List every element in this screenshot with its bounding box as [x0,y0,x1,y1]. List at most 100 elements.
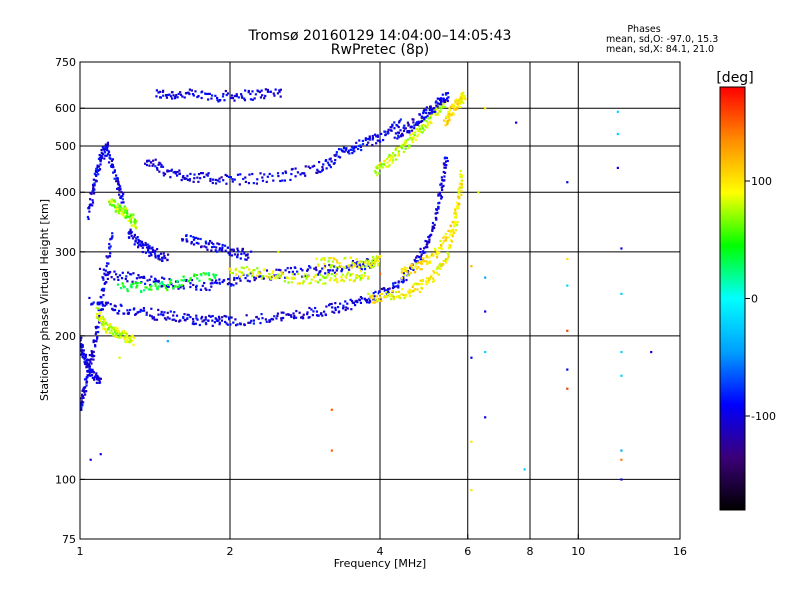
data-point [308,282,311,285]
data-point [324,313,328,317]
data-point [435,104,438,107]
data-point [425,119,428,123]
data-point [437,207,440,210]
data-point [435,271,438,275]
data-point [290,315,293,318]
data-point [436,211,439,214]
data-point [390,126,393,129]
data-point [192,320,195,323]
data-point [390,298,393,301]
data-point [235,273,238,276]
data-point [345,147,348,150]
data-point [284,269,287,272]
data-point [108,199,111,202]
data-point [262,277,265,280]
data-point [419,130,422,134]
data-point [281,172,284,175]
data-point [331,306,334,309]
data-point [249,98,253,101]
data-point [294,266,297,270]
data-point [426,126,429,129]
data-point [444,238,447,242]
data-point [412,136,415,139]
data-point [275,275,278,278]
data-point [251,98,254,101]
data-point [286,267,289,270]
data-point [386,293,390,296]
data-point [176,285,179,289]
data-point [81,394,84,397]
data-point [417,120,420,123]
data-points [80,88,653,492]
data-point [96,303,100,306]
data-point [272,270,275,273]
data-point [406,267,409,270]
data-point [451,235,454,238]
data-point [233,178,236,181]
data-point [447,112,450,115]
data-point [241,96,244,99]
data-point [259,96,262,99]
data-point [246,253,249,256]
data-point [408,292,411,295]
data-point [424,246,427,249]
data-point [207,273,211,277]
data-point [120,277,124,280]
data-point [418,113,421,116]
colorbar-tick-label: 0 [751,293,758,306]
data-point [171,97,174,100]
data-point [201,320,204,323]
data-point [114,331,117,334]
data-point [350,264,353,267]
data-point [351,149,354,152]
data-point [213,321,217,324]
data-point [207,172,210,175]
data-point [259,275,262,278]
data-point [432,279,436,282]
data-point [98,319,102,323]
data-point [221,95,225,98]
data-point [181,95,184,98]
data-point [86,370,90,373]
data-point [430,253,434,256]
data-point [191,92,195,96]
data-point [162,252,165,255]
data-point [187,314,190,317]
data-point [199,237,202,241]
data-point [616,110,619,113]
data-point [223,314,226,318]
data-point [420,115,423,118]
data-point [98,379,101,382]
data-point [157,279,160,282]
data-point [343,266,347,269]
data-point [110,201,113,204]
data-point [202,319,206,322]
data-point [110,198,114,201]
data-point [400,277,404,280]
data-point [129,229,132,233]
data-point [256,178,259,181]
data-point [178,172,182,175]
data-point [392,297,396,301]
data-point [80,343,83,346]
data-point [377,262,380,265]
data-point [402,278,405,281]
data-point [214,317,217,320]
data-point [104,269,107,272]
data-point [375,255,379,258]
data-point [413,127,416,130]
data-point [169,278,173,282]
data-point [142,244,145,247]
data-point [407,274,410,277]
data-point [256,267,259,270]
data-point [236,256,239,259]
data-point [119,206,122,209]
data-point [166,253,170,256]
data-point [80,348,83,351]
data-point [250,319,253,322]
data-point [373,301,376,304]
data-point [337,266,341,269]
data-point [96,164,99,167]
data-point [386,132,390,135]
data-point [293,314,296,318]
